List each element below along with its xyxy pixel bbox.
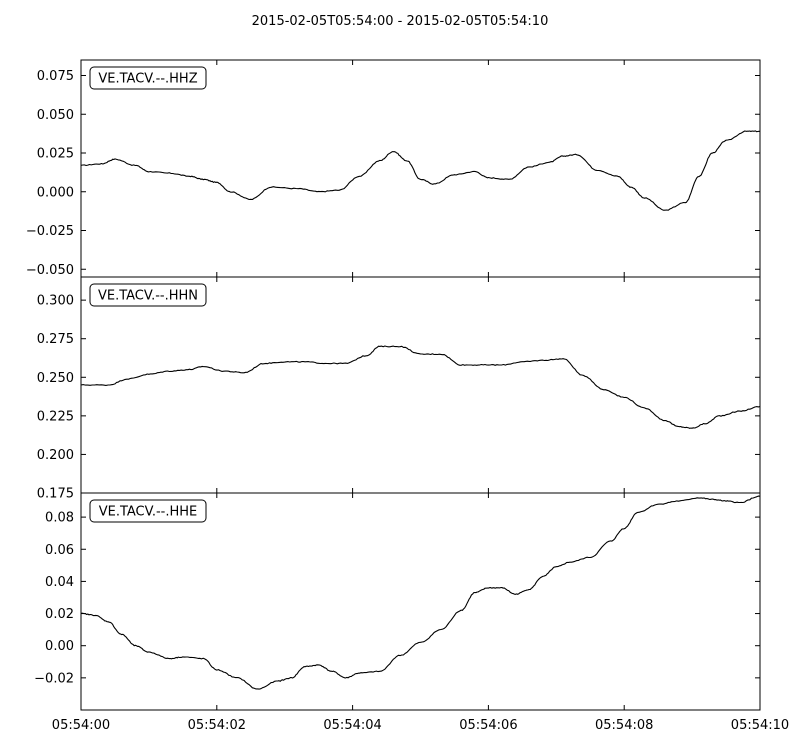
x-tick-label: 05:54:08 bbox=[595, 718, 653, 733]
y-tick-label: −0.050 bbox=[26, 263, 74, 278]
y-tick-label: 0.06 bbox=[45, 543, 74, 558]
y-tick-label: 0.08 bbox=[45, 511, 74, 526]
x-tick-label: 05:54:10 bbox=[731, 718, 789, 733]
trace-panels: 0.075 0.050 0.025 0.000 −0.025 −0.050 VE.TACV.… bbox=[26, 59, 789, 733]
y-tick-label: 0.00 bbox=[45, 639, 74, 654]
trace-label: VE.TACV.--.HHN bbox=[98, 289, 198, 304]
trace-panel: 0.300 0.275 0.250 0.225 0.200 0.175 VE.TACV.--… bbox=[37, 276, 761, 502]
trace-label-box bbox=[89, 499, 207, 523]
trace-line bbox=[80, 130, 760, 211]
panel-frame bbox=[80, 276, 761, 494]
y-tick-label: 0.04 bbox=[45, 575, 74, 590]
x-tick-label: 05:54:06 bbox=[459, 718, 517, 733]
y-tick-label: 0.025 bbox=[37, 147, 74, 162]
trace-label: VE.TACV.--.HHZ bbox=[98, 72, 197, 87]
x-tick-label: 05:54:02 bbox=[188, 718, 246, 733]
y-tick-label: 0.300 bbox=[37, 294, 74, 309]
y-tick-label: 0.250 bbox=[37, 371, 74, 386]
panel-frame bbox=[80, 59, 761, 278]
y-tick-label: 0.225 bbox=[37, 409, 74, 424]
y-tick-label: 0.275 bbox=[37, 332, 74, 347]
trace-label-box bbox=[89, 66, 207, 90]
panel-frame bbox=[80, 492, 761, 711]
trace-line bbox=[80, 495, 761, 690]
y-tick-label: −0.02 bbox=[34, 671, 74, 686]
y-tick-label: 0.075 bbox=[37, 69, 74, 84]
trace-panel: 0.08 0.06 0.04 0.02 0.00 −0.02 VE.TACV.--.HHE bbox=[34, 492, 761, 711]
trace-label-box bbox=[89, 283, 207, 307]
trace-label: VE.TACV.--.HHE bbox=[99, 505, 198, 520]
x-tick-label: 05:54:00 bbox=[52, 718, 110, 733]
chart-title: 2015-02-05T05:54:00 - 2015-02-05T05:54:1… bbox=[252, 14, 549, 29]
x-tick-label: 05:54:04 bbox=[323, 718, 381, 733]
y-tick-label: −0.025 bbox=[26, 224, 74, 239]
y-tick-label: 0.000 bbox=[37, 185, 74, 200]
y-tick-label: 0.02 bbox=[45, 607, 74, 622]
y-tick-label: 0.200 bbox=[37, 448, 74, 463]
trace-panel: 0.075 0.050 0.025 0.000 −0.025 −0.050 VE.TACV.… bbox=[26, 59, 761, 278]
y-tick-label: 0.050 bbox=[37, 108, 74, 123]
y-tick-label: 0.175 bbox=[37, 487, 74, 502]
trace-line bbox=[80, 345, 761, 429]
